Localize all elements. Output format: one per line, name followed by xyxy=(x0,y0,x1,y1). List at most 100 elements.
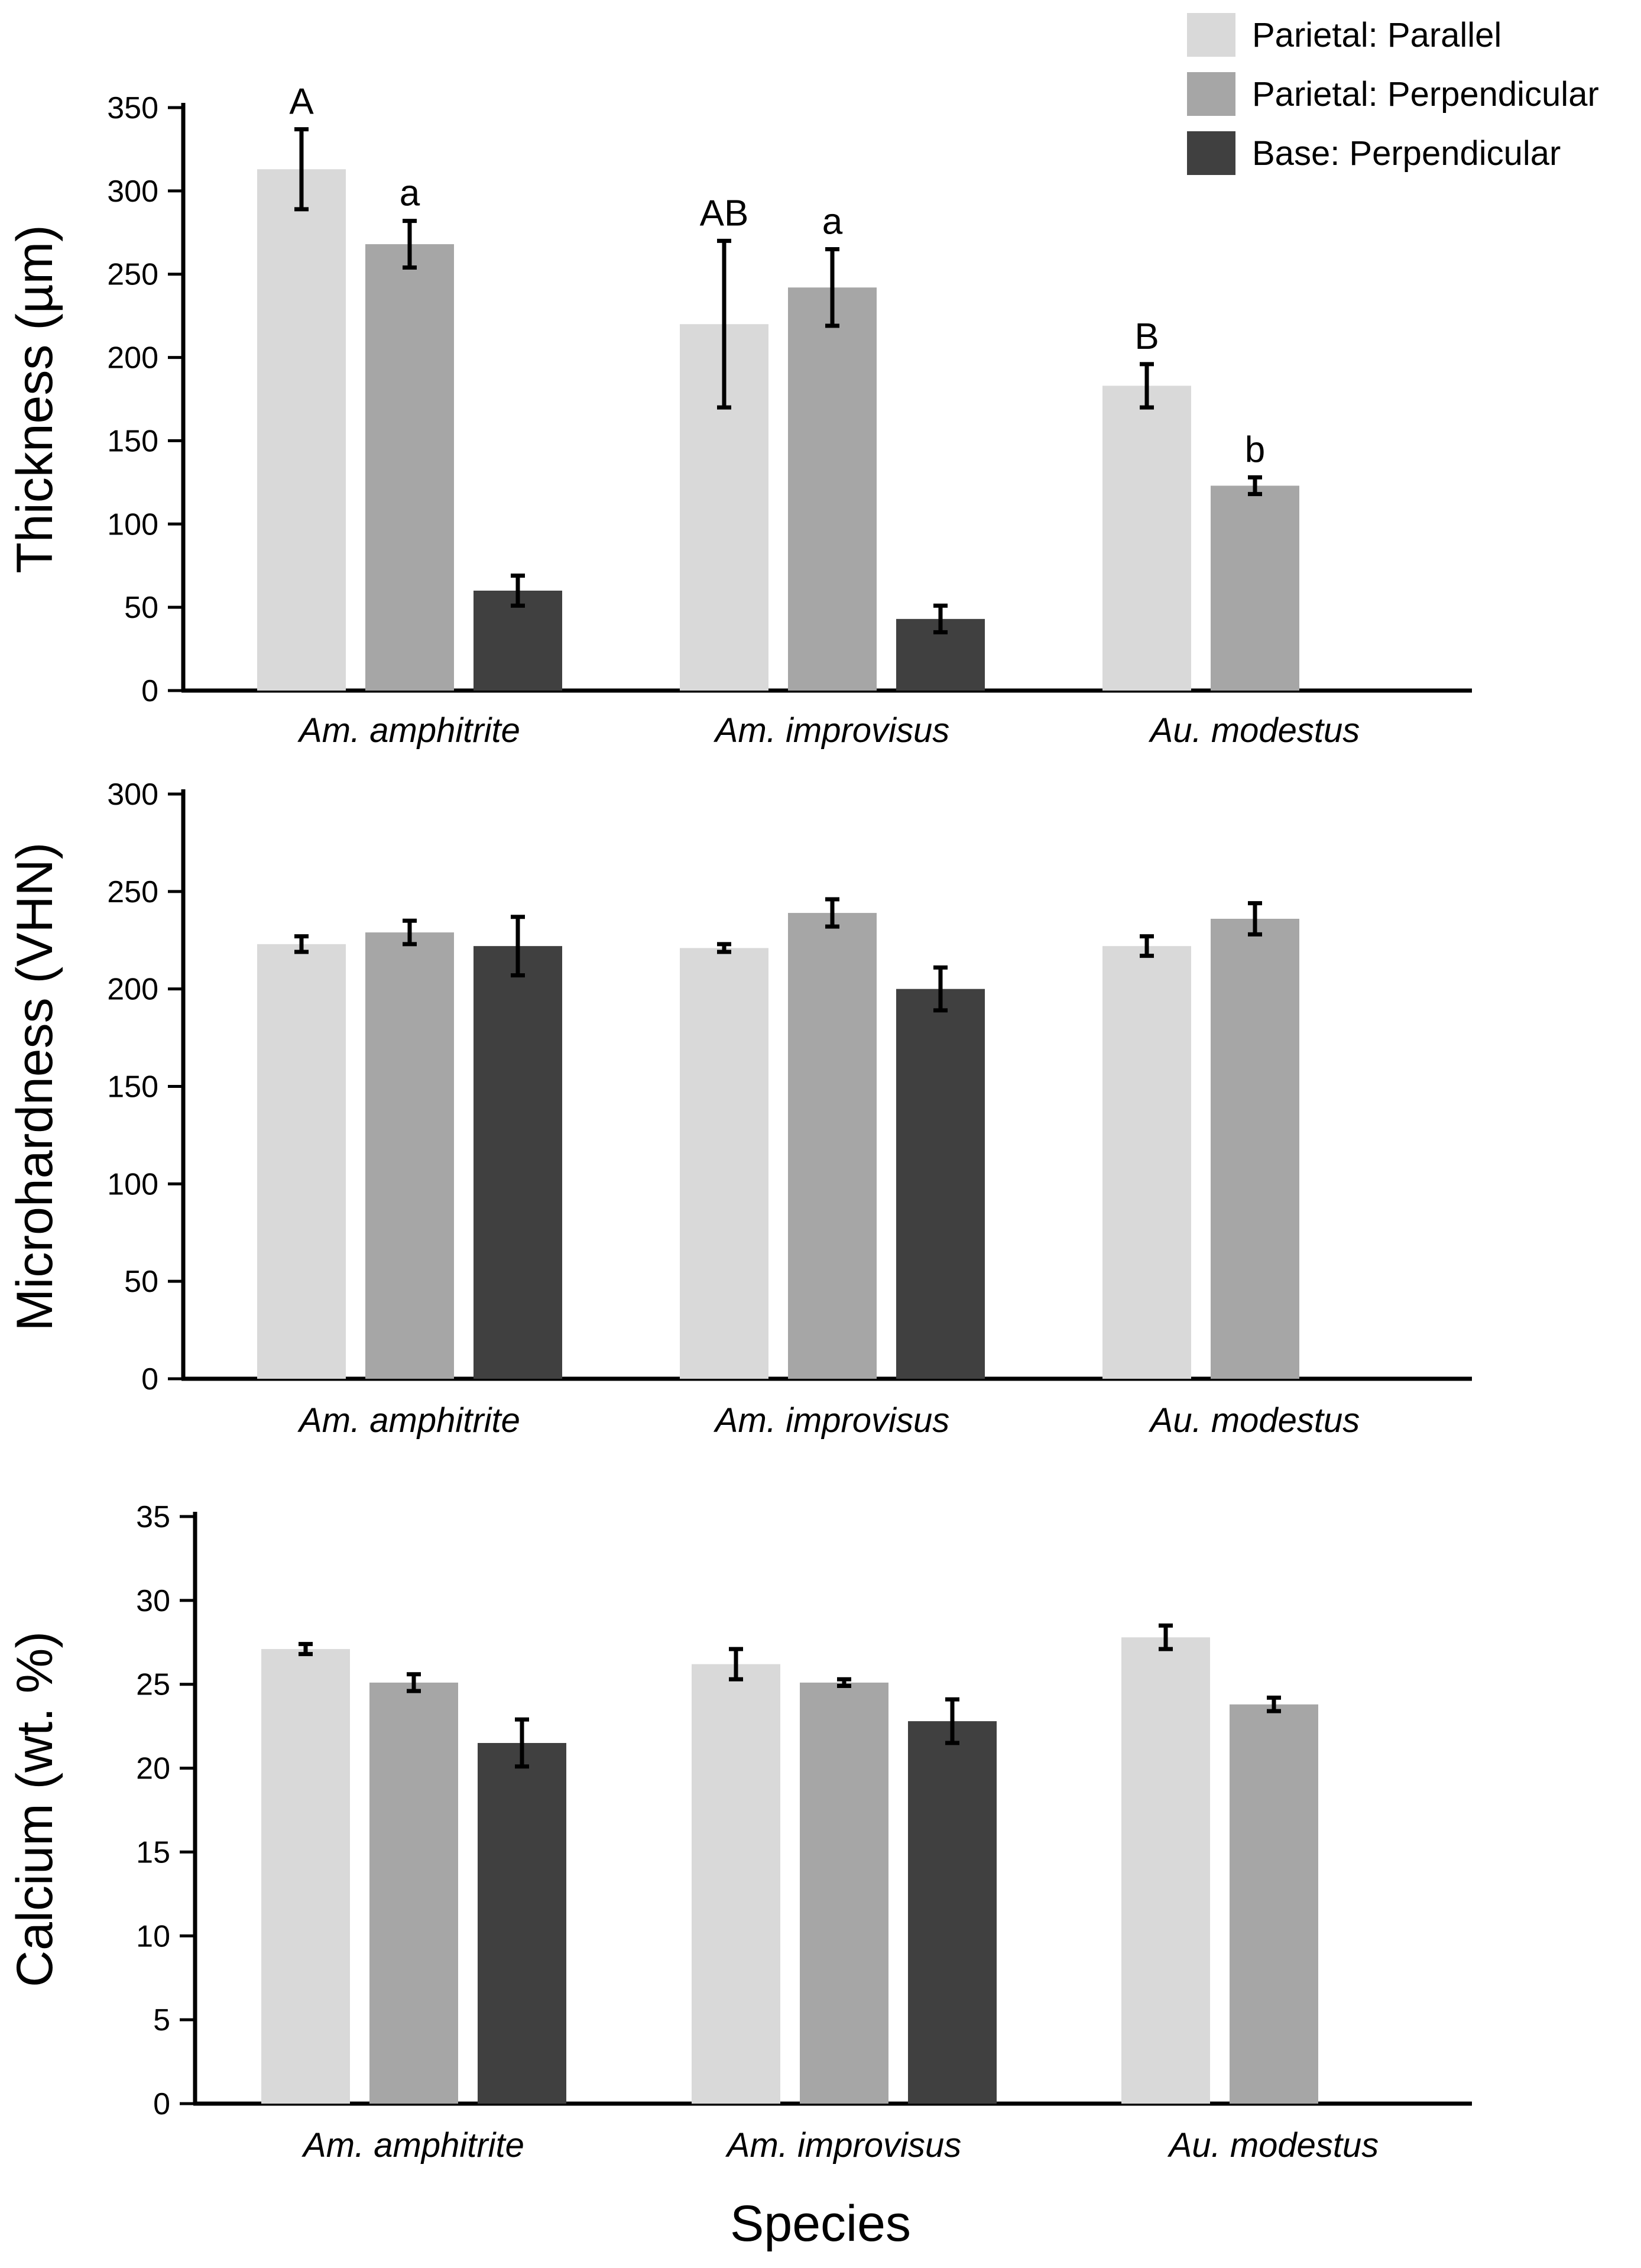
significance-label: B xyxy=(1134,316,1159,357)
error-bar-parietal-parallel-am-improvisus xyxy=(717,238,731,410)
bar-parietal-perpendicular-am-amphitrite xyxy=(365,932,454,1379)
y-tick-label: 5 xyxy=(153,2003,170,2037)
bar-base-perpendicular-am-improvisus xyxy=(896,989,985,1379)
bar-parietal-perpendicular-au-modestus xyxy=(1230,1704,1318,2104)
x-axis-title: Species xyxy=(730,2195,911,2252)
significance-label: AB xyxy=(700,193,749,234)
y-tick-label: 0 xyxy=(141,674,158,708)
error-bar-parietal-parallel-au-modestus xyxy=(1159,1623,1173,1651)
error-bar-parietal-parallel-am-amphitrite xyxy=(294,127,309,212)
legend-label: Parietal: Perpendicular xyxy=(1252,75,1599,114)
x-category-label: Au. modestus xyxy=(1167,2126,1379,2165)
y-tick-label: 250 xyxy=(107,875,158,909)
y-tick-label: 10 xyxy=(136,1919,170,1953)
x-category-label: Am. amphitrite xyxy=(297,711,520,750)
error-bar-parietal-parallel-am-improvisus xyxy=(729,1647,743,1681)
y-tick-label: 300 xyxy=(107,174,158,209)
y-tick-label: 250 xyxy=(107,258,158,292)
bar-parietal-parallel-am-amphitrite xyxy=(257,944,346,1379)
x-category-label: Am. amphitrite xyxy=(297,1401,520,1440)
bar-parietal-parallel-am-improvisus xyxy=(692,1664,780,2104)
x-category-label: Au. modestus xyxy=(1149,1401,1360,1440)
bar-parietal-perpendicular-au-modestus xyxy=(1211,485,1299,691)
bar-parietal-perpendicular-am-improvisus xyxy=(788,913,877,1379)
error-bar-base-perpendicular-am-improvisus xyxy=(933,603,948,634)
error-bar-parietal-perpendicular-am-amphitrite xyxy=(403,918,417,947)
y-tick-label: 0 xyxy=(153,2087,170,2121)
bar-parietal-parallel-am-improvisus xyxy=(680,948,768,1379)
bar-parietal-parallel-au-modestus xyxy=(1121,1637,1210,2104)
bar-parietal-parallel-au-modestus xyxy=(1102,385,1191,691)
y-tick-label: 100 xyxy=(107,1167,158,1201)
error-bar-base-perpendicular-am-improvisus xyxy=(933,965,948,1013)
bar-base-perpendicular-am-improvisus xyxy=(908,1721,997,2104)
error-bar-parietal-perpendicular-am-improvisus xyxy=(837,1677,851,1689)
bar-base-perpendicular-am-amphitrite xyxy=(474,946,562,1379)
significance-label: b xyxy=(1245,429,1265,470)
x-category-label: Am. improvisus xyxy=(714,1401,949,1440)
error-bar-parietal-perpendicular-am-amphitrite xyxy=(403,219,417,270)
chart-panel-3: 0 5 10 15 20 25 30 35 Calcium (wt. %) Am. amphitr… xyxy=(7,1500,1472,2165)
error-bar-base-perpendicular-am-amphitrite xyxy=(511,574,525,608)
error-bar-parietal-perpendicular-am-improvisus xyxy=(825,897,839,929)
y-tick-label: 300 xyxy=(107,777,158,812)
y-tick-label: 150 xyxy=(107,1070,158,1104)
legend-swatch xyxy=(1187,131,1235,175)
bar-parietal-parallel-au-modestus xyxy=(1102,946,1191,1379)
chart-panel-1: 0 50 100 150 200 250 300 350 Thickness (µm) Aa Am.… xyxy=(7,82,1472,750)
error-bar-parietal-parallel-au-modestus xyxy=(1140,362,1154,410)
bar-base-perpendicular-am-amphitrite xyxy=(478,1743,566,2104)
significance-label: a xyxy=(400,173,420,214)
legend-swatch xyxy=(1187,13,1235,57)
bar-parietal-perpendicular-am-improvisus xyxy=(788,287,877,691)
y-tick-label: 350 xyxy=(107,91,158,125)
error-bar-parietal-perpendicular-am-amphitrite xyxy=(407,1672,421,1693)
error-bar-parietal-parallel-au-modestus xyxy=(1140,934,1154,958)
error-bar-parietal-perpendicular-au-modestus xyxy=(1267,1695,1281,1713)
y-tick-label: 100 xyxy=(107,507,158,542)
y-tick-label: 50 xyxy=(124,1265,158,1299)
x-category-label: Am. improvisus xyxy=(725,2126,961,2165)
error-bar-base-perpendicular-am-improvisus xyxy=(945,1697,959,1745)
y-tick-label: 50 xyxy=(124,591,158,625)
chart-panel-2: 0 50 100 150 200 250 300 Microhardness (VHN) Am.… xyxy=(7,777,1472,1440)
y-tick-label: 35 xyxy=(136,1500,170,1534)
x-category-label: Am. improvisus xyxy=(714,711,949,750)
legend-label: Parietal: Parallel xyxy=(1252,16,1501,54)
y-axis-title: Microhardness (VHN) xyxy=(7,843,63,1331)
bar-parietal-perpendicular-am-improvisus xyxy=(800,1682,888,2104)
x-category-label: Au. modestus xyxy=(1149,711,1360,750)
bar-parietal-perpendicular-am-amphitrite xyxy=(369,1682,458,2104)
y-tick-label: 200 xyxy=(107,341,158,375)
error-bar-parietal-parallel-am-amphitrite xyxy=(299,1642,313,1657)
legend-label: Base: Perpendicular xyxy=(1252,134,1561,173)
significance-label: A xyxy=(289,82,314,122)
bar-parietal-perpendicular-au-modestus xyxy=(1211,918,1299,1379)
error-bar-parietal-perpendicular-au-modestus xyxy=(1248,901,1262,937)
bar-parietal-parallel-am-amphitrite xyxy=(261,1649,350,2104)
x-category-label: Am. amphitrite xyxy=(301,2126,524,2165)
y-tick-label: 15 xyxy=(136,1835,170,1870)
legend: Parietal: Parallel Parietal: Perpendicula… xyxy=(1187,13,1599,175)
error-bar-base-perpendicular-am-amphitrite xyxy=(515,1717,529,1769)
error-bar-base-perpendicular-am-amphitrite xyxy=(511,915,525,978)
legend-entry-base-perpendicular: Base: Perpendicular xyxy=(1187,131,1561,175)
y-tick-label: 25 xyxy=(136,1668,170,1702)
y-tick-label: 150 xyxy=(107,424,158,458)
legend-entry-parietal-perpendicular: Parietal: Perpendicular xyxy=(1187,72,1599,116)
y-tick-label: 30 xyxy=(136,1584,170,1618)
bar-parietal-perpendicular-am-amphitrite xyxy=(365,244,454,691)
error-bar-parietal-perpendicular-am-improvisus xyxy=(825,247,839,328)
error-bar-parietal-perpendicular-au-modestus xyxy=(1248,475,1262,497)
error-bar-parietal-parallel-am-amphitrite xyxy=(294,934,309,954)
y-tick-label: 200 xyxy=(107,973,158,1007)
significance-label: a xyxy=(822,201,843,242)
y-tick-label: 20 xyxy=(136,1752,170,1786)
y-tick-label: 0 xyxy=(141,1362,158,1397)
y-axis-title: Thickness (µm) xyxy=(7,225,63,574)
error-bar-parietal-parallel-am-improvisus xyxy=(717,942,731,954)
legend-swatch xyxy=(1187,72,1235,116)
y-axis-title: Calcium (wt. %) xyxy=(7,1631,63,1987)
